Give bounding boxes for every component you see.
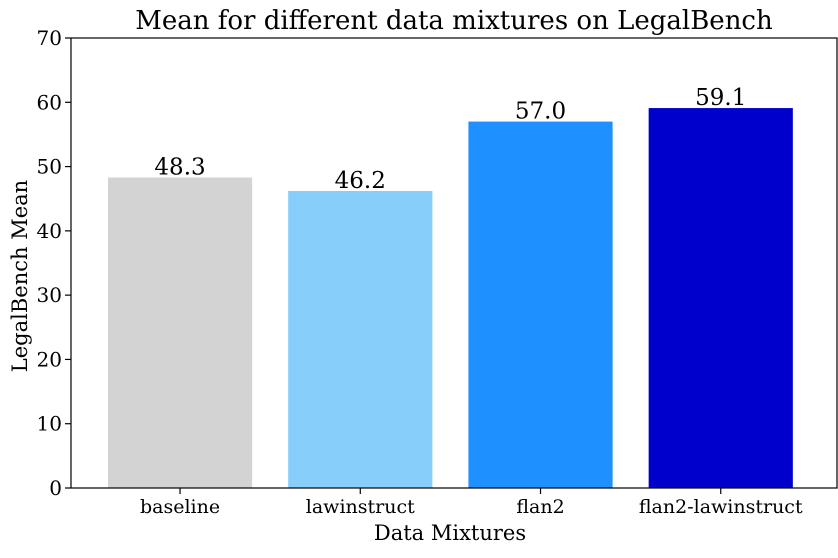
y-tick-label: 30 — [37, 283, 62, 307]
y-tick-label: 70 — [37, 26, 62, 50]
value-label-lawinstruct: 46.2 — [335, 168, 386, 194]
bar-flan2 — [468, 121, 613, 489]
plot-frame — [70, 37, 838, 489]
y-tick-label: 0 — [49, 476, 62, 500]
bar-flan2-lawinstruct — [648, 108, 793, 489]
y-tick-label: 60 — [37, 90, 62, 114]
bar-baseline — [107, 177, 253, 488]
chart-title: Mean for different data mixtures on Lega… — [135, 6, 773, 36]
x-tick-label-lawinstruct: lawinstruct — [306, 496, 415, 518]
y-tick-label: 10 — [37, 412, 62, 436]
y-tick-label: 40 — [37, 219, 62, 243]
value-label-flan2-lawinstruct: 59.1 — [695, 85, 746, 111]
value-labels-layer: 48.3 46.2 57.0 59.1 — [154, 85, 746, 194]
y-tick-label: 50 — [37, 155, 62, 179]
bar-lawinstruct — [288, 191, 433, 488]
x-tick-label-baseline: baseline — [140, 496, 220, 518]
value-label-flan2: 57.0 — [515, 99, 566, 125]
bars-layer — [107, 108, 793, 489]
x-tick-label-flan2-lawinstruct: flan2-lawinstruct — [639, 496, 803, 518]
y-axis-label: LegalBench Mean — [8, 180, 32, 372]
y-tick-label: 20 — [37, 347, 62, 371]
x-axis-label: Data Mixtures — [374, 521, 526, 545]
x-axis: baseline lawinstruct flan2 flan2-lawinstruc… — [140, 488, 803, 518]
x-tick-label-flan2: flan2 — [516, 496, 564, 518]
value-label-baseline: 48.3 — [154, 155, 205, 181]
y-axis: 0 10 20 30 40 50 60 70 — [37, 26, 71, 500]
